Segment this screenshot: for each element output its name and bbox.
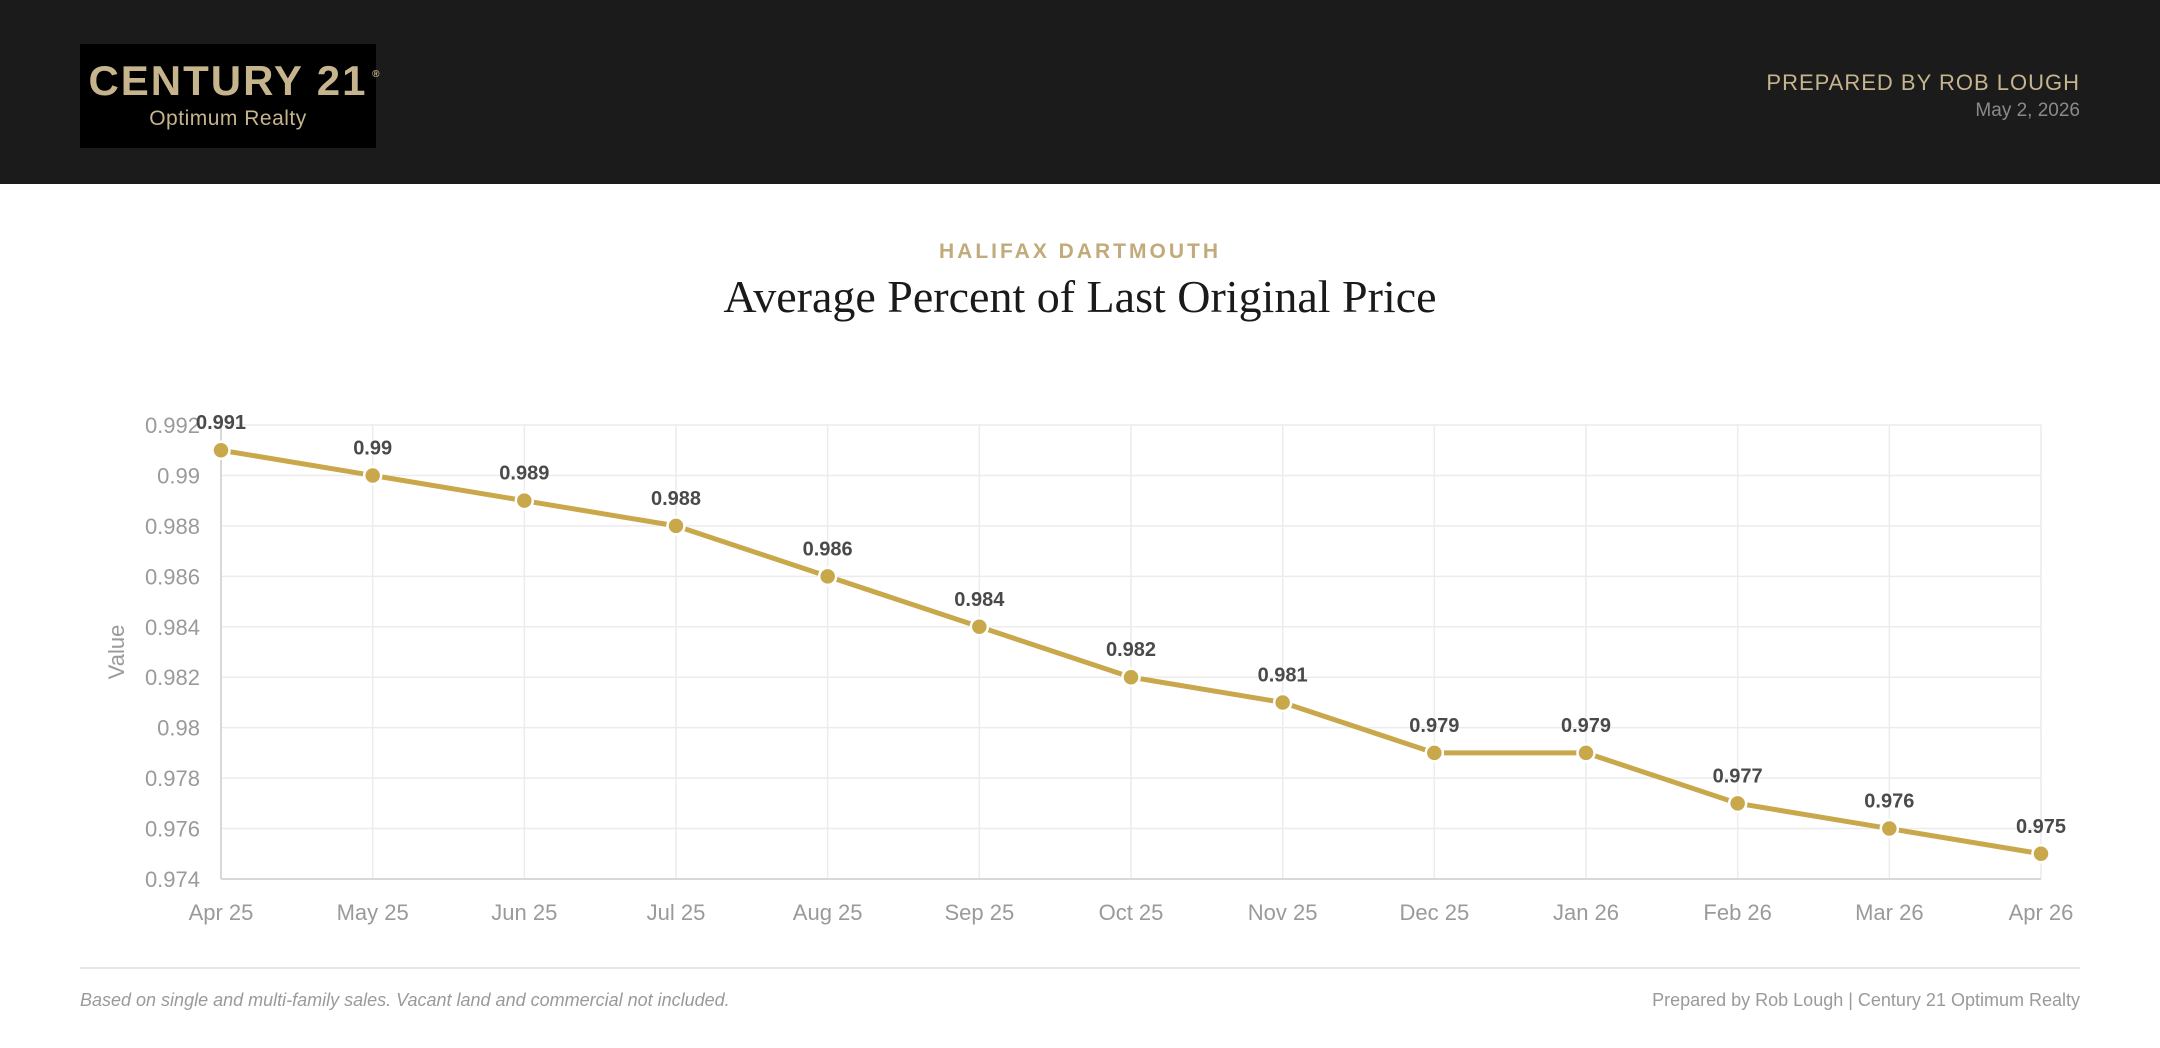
data-point [1272, 692, 1293, 713]
data-point [817, 566, 838, 587]
x-tick-label: Nov 25 [1248, 900, 1318, 925]
data-point [1727, 793, 1748, 814]
data-point [1424, 743, 1445, 763]
x-tick-label: Jun 25 [491, 900, 557, 925]
data-point [362, 465, 383, 486]
data-label: 0.984 [954, 589, 1005, 611]
y-tick-label: 0.992 [145, 413, 200, 438]
y-tick-label: 0.98 [157, 716, 200, 741]
chart-title: Average Percent of Last Original Price [723, 271, 1437, 322]
x-tick-label: Jul 25 [647, 900, 706, 925]
x-tick-label: Jan 26 [1553, 900, 1619, 925]
data-label: 0.977 [1713, 765, 1763, 787]
x-tick-label: May 25 [337, 900, 409, 925]
x-tick-label: Apr 26 [2009, 900, 2074, 925]
data-label: 0.982 [1106, 639, 1156, 661]
footer-credit: Prepared by Rob Lough | Century 21 Optim… [1652, 990, 2080, 1010]
data-label: 0.976 [1864, 791, 1914, 813]
logo-subtitle: Optimum Realty [149, 107, 307, 130]
data-label: 0.979 [1561, 715, 1611, 737]
data-point [2031, 844, 2051, 864]
x-tick-label: Sep 25 [944, 900, 1014, 925]
y-tick-label: 0.978 [145, 766, 200, 791]
region-subtitle: HALIFAX DARTMOUTH [939, 240, 1221, 263]
data-point [1121, 667, 1141, 687]
x-tick-label: Aug 25 [793, 900, 863, 925]
brand-logo: CENTURY 21 ® Optimum Realty [80, 44, 380, 148]
data-label: 0.986 [803, 538, 853, 560]
prepared-by-label: PREPARED BY ROB LOUGH [1766, 70, 2080, 95]
y-tick-label: 0.988 [145, 514, 200, 539]
y-tick-label: 0.986 [145, 564, 200, 589]
logo-wordmark: CENTURY 21 ® [88, 59, 379, 103]
data-point [1576, 743, 1596, 763]
y-tick-label: 0.984 [145, 615, 200, 640]
x-tick-label: Oct 25 [1099, 900, 1164, 925]
data-point [211, 440, 231, 460]
x-tick-label: Feb 26 [1703, 900, 1772, 925]
line-chart: 0.974 0.976 0.978 0.98 0.982 0.984 0.986 0.988 0… [104, 412, 2074, 925]
data-label: 0.979 [1409, 715, 1459, 737]
report-date: May 2, 2026 [1975, 100, 2080, 121]
data-label: 0.99 [353, 437, 392, 459]
y-tick-label: 0.982 [145, 665, 200, 690]
y-tick-label: 0.976 [145, 817, 200, 842]
data-label: 0.989 [499, 463, 549, 485]
header-bar: CENTURY 21 ® Optimum Realty PREPARED BY R… [0, 0, 2160, 184]
data-label: 0.988 [651, 488, 701, 510]
data-label: 0.981 [1258, 664, 1308, 686]
y-tick-label: 0.974 [145, 867, 200, 892]
y-tick-label: 0.99 [157, 463, 200, 488]
data-point [1879, 818, 1900, 839]
x-tick-label: Mar 26 [1855, 900, 1923, 925]
data-label: 0.975 [2016, 816, 2066, 838]
registered-mark: ® [372, 69, 380, 80]
footer-divider [80, 967, 2080, 969]
y-axis-title: Value [104, 625, 129, 680]
data-point [514, 490, 535, 511]
data-point [666, 516, 686, 536]
data-label: 0.991 [196, 412, 246, 434]
footnote: Based on single and multi-family sales. … [80, 990, 730, 1010]
x-tick-label: Apr 25 [189, 900, 254, 925]
x-tick-label: Dec 25 [1399, 900, 1469, 925]
data-point [969, 617, 990, 637]
